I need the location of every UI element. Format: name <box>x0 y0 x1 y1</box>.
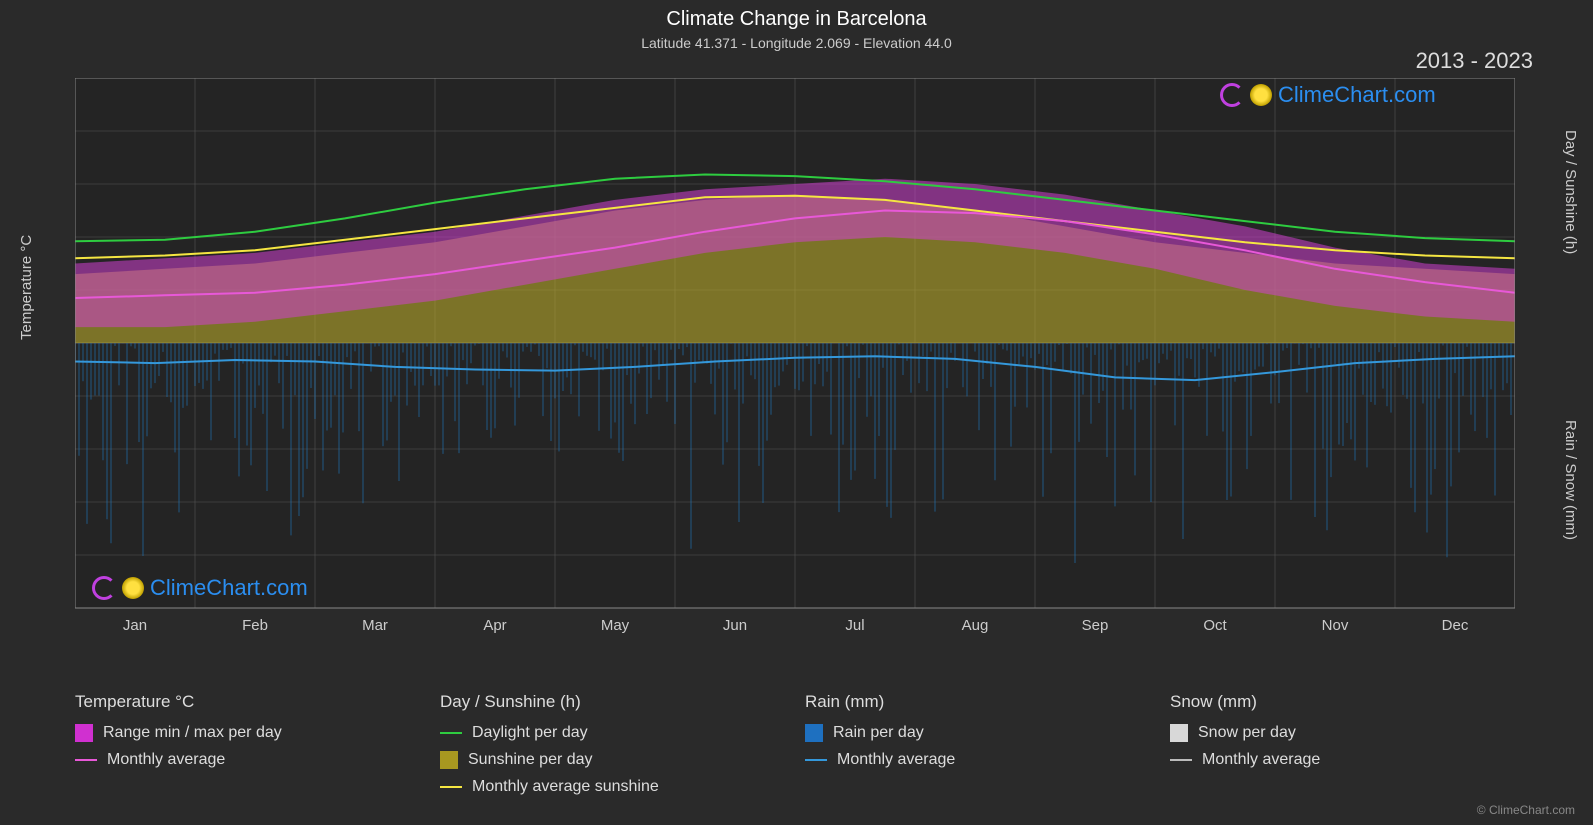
legend-header: Temperature °C <box>75 692 420 712</box>
legend-column: Day / Sunshine (h) Daylight per day Sunshi… <box>440 692 785 796</box>
logo-sun-icon <box>1250 84 1272 106</box>
svg-text:Jul: Jul <box>845 617 864 634</box>
legend-item: Snow per day <box>1170 724 1515 742</box>
year-range: 2013 - 2023 <box>1416 48 1533 74</box>
logo-c-icon <box>92 576 116 600</box>
watermark-text: ClimeChart.com <box>150 575 308 601</box>
legend-line-icon <box>75 759 97 761</box>
svg-text:Aug: Aug <box>962 617 989 634</box>
logo-c-icon <box>1220 83 1244 107</box>
legend-item: Monthly average sunshine <box>440 778 785 796</box>
y-right-axis-label-top: Day / Sunshine (h) <box>1562 130 1579 254</box>
watermark: ClimeChart.com <box>1220 82 1436 108</box>
svg-text:Nov: Nov <box>1322 617 1349 634</box>
legend-item: Monthly average <box>75 751 420 769</box>
legend-column: Snow (mm) Snow per day Monthly average <box>1170 692 1515 796</box>
legend-item: Rain per day <box>805 724 1150 742</box>
legend-line-icon <box>440 786 462 788</box>
legend-label: Monthly average sunshine <box>472 778 659 796</box>
y-left-axis-label: Temperature °C <box>18 235 35 340</box>
svg-text:Oct: Oct <box>1203 617 1227 634</box>
legend-line-icon <box>805 759 827 761</box>
legend-label: Snow per day <box>1198 724 1296 742</box>
legend-swatch-icon <box>440 751 458 769</box>
legend: Temperature °C Range min / max per day Mon… <box>75 692 1515 796</box>
svg-text:Sep: Sep <box>1082 617 1109 634</box>
legend-swatch-icon <box>805 724 823 742</box>
legend-item: Daylight per day <box>440 724 785 742</box>
legend-label: Sunshine per day <box>468 751 593 769</box>
watermark-text: ClimeChart.com <box>1278 82 1436 108</box>
svg-text:Feb: Feb <box>242 617 268 634</box>
y-right-axis-label-bottom: Rain / Snow (mm) <box>1562 420 1579 540</box>
legend-header: Rain (mm) <box>805 692 1150 712</box>
legend-label: Monthly average <box>837 751 955 769</box>
legend-column: Temperature °C Range min / max per day Mon… <box>75 692 420 796</box>
legend-label: Range min / max per day <box>103 724 282 742</box>
chart-plot-area: 50403020100-10-20-30-40-5024181260010203… <box>75 78 1515 638</box>
svg-text:Dec: Dec <box>1442 617 1469 634</box>
svg-text:May: May <box>601 617 630 634</box>
legend-item: Sunshine per day <box>440 751 785 769</box>
legend-item: Range min / max per day <box>75 724 420 742</box>
legend-item: Monthly average <box>1170 751 1515 769</box>
legend-line-icon <box>1170 759 1192 761</box>
legend-label: Monthly average <box>1202 751 1320 769</box>
legend-swatch-icon <box>1170 724 1188 742</box>
copyright: © ClimeChart.com <box>1477 803 1575 817</box>
logo-sun-icon <box>122 577 144 599</box>
watermark: ClimeChart.com <box>92 575 308 601</box>
legend-label: Daylight per day <box>472 724 588 742</box>
chart-subtitle: Latitude 41.371 - Longitude 2.069 - Elev… <box>0 31 1593 51</box>
svg-text:Jan: Jan <box>123 617 147 634</box>
legend-header: Day / Sunshine (h) <box>440 692 785 712</box>
legend-swatch-icon <box>75 724 93 742</box>
legend-column: Rain (mm) Rain per day Monthly average <box>805 692 1150 796</box>
legend-label: Monthly average <box>107 751 225 769</box>
chart-title: Climate Change in Barcelona <box>0 0 1593 31</box>
svg-text:Apr: Apr <box>483 617 506 634</box>
svg-text:Jun: Jun <box>723 617 747 634</box>
legend-label: Rain per day <box>833 724 924 742</box>
svg-text:Mar: Mar <box>362 617 388 634</box>
legend-header: Snow (mm) <box>1170 692 1515 712</box>
legend-item: Monthly average <box>805 751 1150 769</box>
legend-line-icon <box>440 732 462 734</box>
chart-svg: 50403020100-10-20-30-40-5024181260010203… <box>75 78 1515 638</box>
